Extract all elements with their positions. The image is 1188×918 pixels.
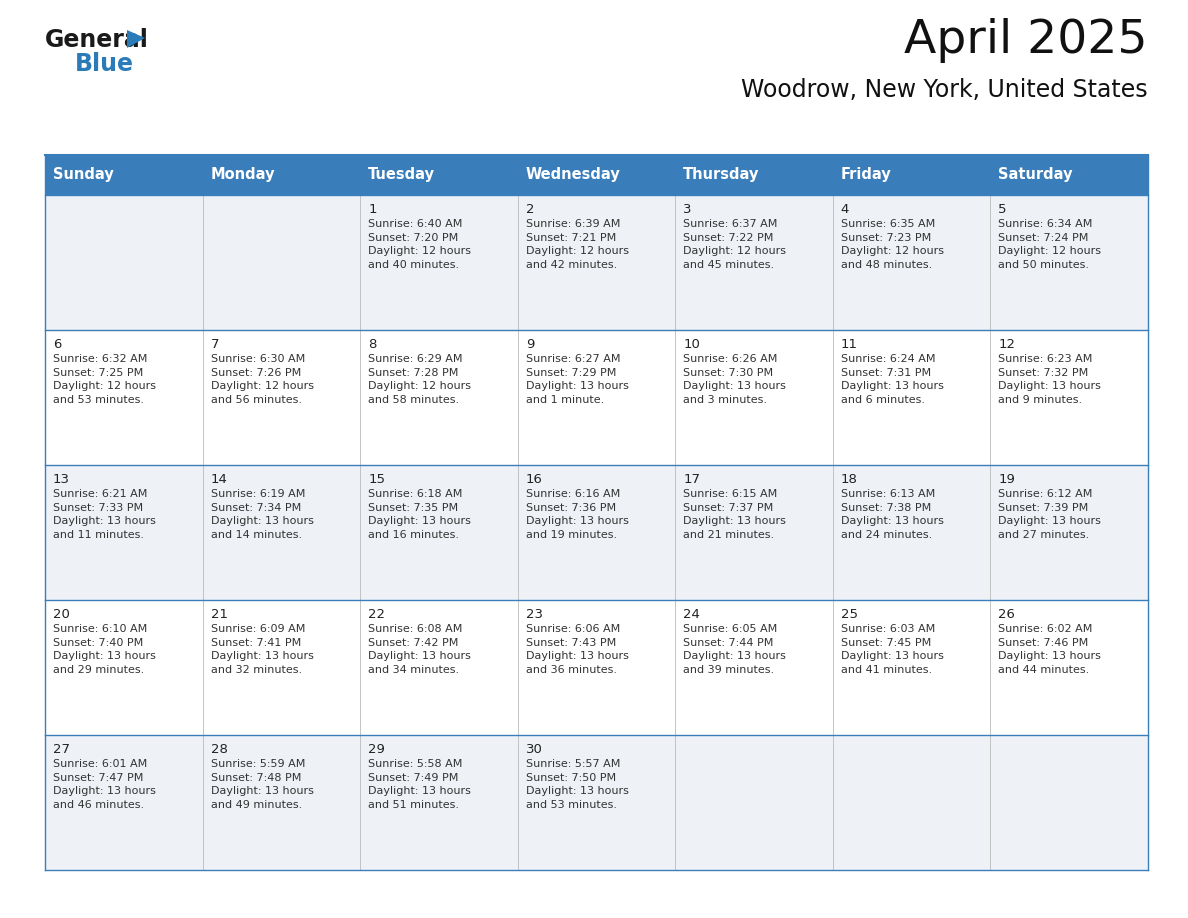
Text: Sunrise: 6:21 AM
Sunset: 7:33 PM
Daylight: 13 hours
and 11 minutes.: Sunrise: 6:21 AM Sunset: 7:33 PM Dayligh…: [53, 489, 156, 540]
Text: Blue: Blue: [75, 52, 134, 76]
Text: Sunrise: 6:29 AM
Sunset: 7:28 PM
Daylight: 12 hours
and 58 minutes.: Sunrise: 6:29 AM Sunset: 7:28 PM Dayligh…: [368, 354, 472, 405]
Text: Sunrise: 5:57 AM
Sunset: 7:50 PM
Daylight: 13 hours
and 53 minutes.: Sunrise: 5:57 AM Sunset: 7:50 PM Dayligh…: [526, 759, 628, 810]
Text: 23: 23: [526, 608, 543, 621]
Text: 16: 16: [526, 473, 543, 486]
Text: 18: 18: [841, 473, 858, 486]
Text: Woodrow, New York, United States: Woodrow, New York, United States: [741, 78, 1148, 102]
Text: Sunrise: 6:15 AM
Sunset: 7:37 PM
Daylight: 13 hours
and 21 minutes.: Sunrise: 6:15 AM Sunset: 7:37 PM Dayligh…: [683, 489, 786, 540]
Text: Sunrise: 6:30 AM
Sunset: 7:26 PM
Daylight: 12 hours
and 56 minutes.: Sunrise: 6:30 AM Sunset: 7:26 PM Dayligh…: [210, 354, 314, 405]
Text: 11: 11: [841, 338, 858, 351]
Text: Sunrise: 6:18 AM
Sunset: 7:35 PM
Daylight: 13 hours
and 16 minutes.: Sunrise: 6:18 AM Sunset: 7:35 PM Dayligh…: [368, 489, 470, 540]
Text: Sunrise: 6:01 AM
Sunset: 7:47 PM
Daylight: 13 hours
and 46 minutes.: Sunrise: 6:01 AM Sunset: 7:47 PM Dayligh…: [53, 759, 156, 810]
Text: 25: 25: [841, 608, 858, 621]
Text: Sunrise: 6:37 AM
Sunset: 7:22 PM
Daylight: 12 hours
and 45 minutes.: Sunrise: 6:37 AM Sunset: 7:22 PM Dayligh…: [683, 219, 786, 270]
Text: Sunrise: 6:16 AM
Sunset: 7:36 PM
Daylight: 13 hours
and 19 minutes.: Sunrise: 6:16 AM Sunset: 7:36 PM Dayligh…: [526, 489, 628, 540]
Text: Sunrise: 6:12 AM
Sunset: 7:39 PM
Daylight: 13 hours
and 27 minutes.: Sunrise: 6:12 AM Sunset: 7:39 PM Dayligh…: [998, 489, 1101, 540]
Text: Sunrise: 6:02 AM
Sunset: 7:46 PM
Daylight: 13 hours
and 44 minutes.: Sunrise: 6:02 AM Sunset: 7:46 PM Dayligh…: [998, 624, 1101, 675]
Text: 9: 9: [526, 338, 535, 351]
Bar: [45, 155, 1148, 195]
Text: 3: 3: [683, 203, 691, 216]
Text: 7: 7: [210, 338, 219, 351]
Bar: [45, 465, 1148, 600]
Text: Saturday: Saturday: [998, 167, 1073, 183]
Text: Wednesday: Wednesday: [526, 167, 620, 183]
Text: Sunrise: 6:32 AM
Sunset: 7:25 PM
Daylight: 12 hours
and 53 minutes.: Sunrise: 6:32 AM Sunset: 7:25 PM Dayligh…: [53, 354, 156, 405]
Text: 29: 29: [368, 743, 385, 756]
Text: Monday: Monday: [210, 167, 276, 183]
Text: 17: 17: [683, 473, 700, 486]
Text: 24: 24: [683, 608, 700, 621]
Text: 21: 21: [210, 608, 228, 621]
Text: 1: 1: [368, 203, 377, 216]
Text: 27: 27: [53, 743, 70, 756]
Text: Sunrise: 6:03 AM
Sunset: 7:45 PM
Daylight: 13 hours
and 41 minutes.: Sunrise: 6:03 AM Sunset: 7:45 PM Dayligh…: [841, 624, 943, 675]
Text: Sunrise: 6:26 AM
Sunset: 7:30 PM
Daylight: 13 hours
and 3 minutes.: Sunrise: 6:26 AM Sunset: 7:30 PM Dayligh…: [683, 354, 786, 405]
Text: 12: 12: [998, 338, 1016, 351]
Polygon shape: [127, 30, 145, 48]
Text: 6: 6: [53, 338, 62, 351]
Text: Sunrise: 6:19 AM
Sunset: 7:34 PM
Daylight: 13 hours
and 14 minutes.: Sunrise: 6:19 AM Sunset: 7:34 PM Dayligh…: [210, 489, 314, 540]
Text: 20: 20: [53, 608, 70, 621]
Text: Sunrise: 6:40 AM
Sunset: 7:20 PM
Daylight: 12 hours
and 40 minutes.: Sunrise: 6:40 AM Sunset: 7:20 PM Dayligh…: [368, 219, 472, 270]
Text: Sunrise: 6:34 AM
Sunset: 7:24 PM
Daylight: 12 hours
and 50 minutes.: Sunrise: 6:34 AM Sunset: 7:24 PM Dayligh…: [998, 219, 1101, 270]
Text: Tuesday: Tuesday: [368, 167, 435, 183]
Text: 8: 8: [368, 338, 377, 351]
Text: 5: 5: [998, 203, 1007, 216]
Text: 14: 14: [210, 473, 227, 486]
Text: Thursday: Thursday: [683, 167, 759, 183]
Text: Sunrise: 5:59 AM
Sunset: 7:48 PM
Daylight: 13 hours
and 49 minutes.: Sunrise: 5:59 AM Sunset: 7:48 PM Dayligh…: [210, 759, 314, 810]
Text: 4: 4: [841, 203, 849, 216]
Bar: [45, 735, 1148, 870]
Text: 22: 22: [368, 608, 385, 621]
Text: Sunrise: 6:39 AM
Sunset: 7:21 PM
Daylight: 12 hours
and 42 minutes.: Sunrise: 6:39 AM Sunset: 7:21 PM Dayligh…: [526, 219, 628, 270]
Text: 2: 2: [526, 203, 535, 216]
Text: General: General: [45, 28, 148, 52]
Text: April 2025: April 2025: [904, 18, 1148, 63]
Text: Sunrise: 6:13 AM
Sunset: 7:38 PM
Daylight: 13 hours
and 24 minutes.: Sunrise: 6:13 AM Sunset: 7:38 PM Dayligh…: [841, 489, 943, 540]
Text: Sunrise: 6:35 AM
Sunset: 7:23 PM
Daylight: 12 hours
and 48 minutes.: Sunrise: 6:35 AM Sunset: 7:23 PM Dayligh…: [841, 219, 943, 270]
Bar: [45, 195, 1148, 330]
Text: Sunday: Sunday: [53, 167, 114, 183]
Text: Sunrise: 6:10 AM
Sunset: 7:40 PM
Daylight: 13 hours
and 29 minutes.: Sunrise: 6:10 AM Sunset: 7:40 PM Dayligh…: [53, 624, 156, 675]
Text: 13: 13: [53, 473, 70, 486]
Text: Sunrise: 6:05 AM
Sunset: 7:44 PM
Daylight: 13 hours
and 39 minutes.: Sunrise: 6:05 AM Sunset: 7:44 PM Dayligh…: [683, 624, 786, 675]
Text: 26: 26: [998, 608, 1016, 621]
Text: Sunrise: 6:09 AM
Sunset: 7:41 PM
Daylight: 13 hours
and 32 minutes.: Sunrise: 6:09 AM Sunset: 7:41 PM Dayligh…: [210, 624, 314, 675]
Text: 28: 28: [210, 743, 227, 756]
Text: Sunrise: 6:08 AM
Sunset: 7:42 PM
Daylight: 13 hours
and 34 minutes.: Sunrise: 6:08 AM Sunset: 7:42 PM Dayligh…: [368, 624, 470, 675]
Text: 15: 15: [368, 473, 385, 486]
Text: Sunrise: 6:24 AM
Sunset: 7:31 PM
Daylight: 13 hours
and 6 minutes.: Sunrise: 6:24 AM Sunset: 7:31 PM Dayligh…: [841, 354, 943, 405]
Text: Sunrise: 6:06 AM
Sunset: 7:43 PM
Daylight: 13 hours
and 36 minutes.: Sunrise: 6:06 AM Sunset: 7:43 PM Dayligh…: [526, 624, 628, 675]
Bar: [45, 330, 1148, 465]
Text: Friday: Friday: [841, 167, 892, 183]
Bar: [45, 600, 1148, 735]
Text: 10: 10: [683, 338, 700, 351]
Text: Sunrise: 6:27 AM
Sunset: 7:29 PM
Daylight: 13 hours
and 1 minute.: Sunrise: 6:27 AM Sunset: 7:29 PM Dayligh…: [526, 354, 628, 405]
Text: Sunrise: 6:23 AM
Sunset: 7:32 PM
Daylight: 13 hours
and 9 minutes.: Sunrise: 6:23 AM Sunset: 7:32 PM Dayligh…: [998, 354, 1101, 405]
Text: 19: 19: [998, 473, 1016, 486]
Text: Sunrise: 5:58 AM
Sunset: 7:49 PM
Daylight: 13 hours
and 51 minutes.: Sunrise: 5:58 AM Sunset: 7:49 PM Dayligh…: [368, 759, 470, 810]
Text: 30: 30: [526, 743, 543, 756]
